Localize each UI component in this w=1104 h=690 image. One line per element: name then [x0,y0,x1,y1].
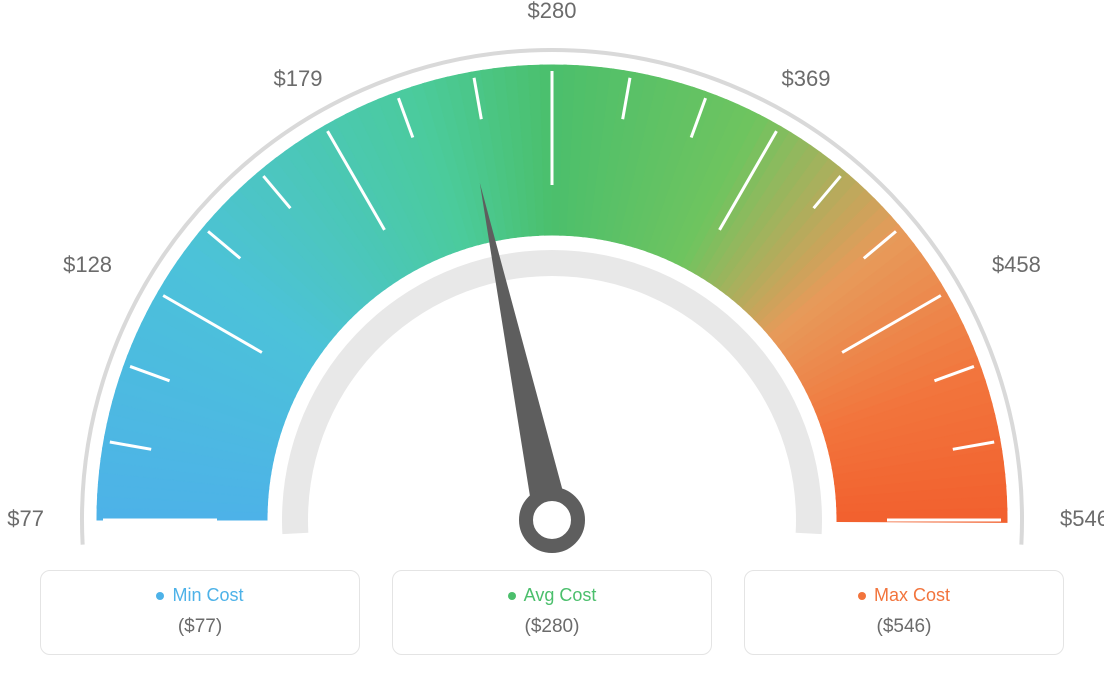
legend-value-min: ($77) [41,616,359,638]
legend-dot-min [156,592,164,600]
legend-value-avg: ($280) [393,616,711,638]
legend-label-min: Min Cost [172,585,243,606]
legend-value-max: ($546) [745,616,1063,638]
legend-title-avg: Avg Cost [508,585,597,606]
gauge-tick-label: $179 [274,66,323,91]
legend-label-max: Max Cost [874,585,950,606]
legend-dot-max [858,592,866,600]
legend-title-min: Min Cost [156,585,243,606]
legend-label-avg: Avg Cost [524,585,597,606]
legend-title-max: Max Cost [858,585,950,606]
gauge-tick-label: $369 [782,66,831,91]
gauge-tick-label: $546 [1060,506,1104,531]
gauge-svg: $77 $128 $179 $280 $369 $458 $546 [0,0,1104,560]
gauge-tick-label: $77 [7,506,44,531]
legend-card-avg: Avg Cost ($280) [392,570,712,655]
cost-gauge-chart: $77 $128 $179 $280 $369 $458 $546 [0,0,1104,560]
legend-dot-avg [508,592,516,600]
legend-card-max: Max Cost ($546) [744,570,1064,655]
legend-card-min: Min Cost ($77) [40,570,360,655]
legend-row: Min Cost ($77) Avg Cost ($280) Max Cost … [0,570,1104,655]
gauge-tick-label: $280 [528,0,577,23]
gauge-tick-label: $128 [63,252,112,277]
gauge-tick-label: $458 [992,252,1041,277]
